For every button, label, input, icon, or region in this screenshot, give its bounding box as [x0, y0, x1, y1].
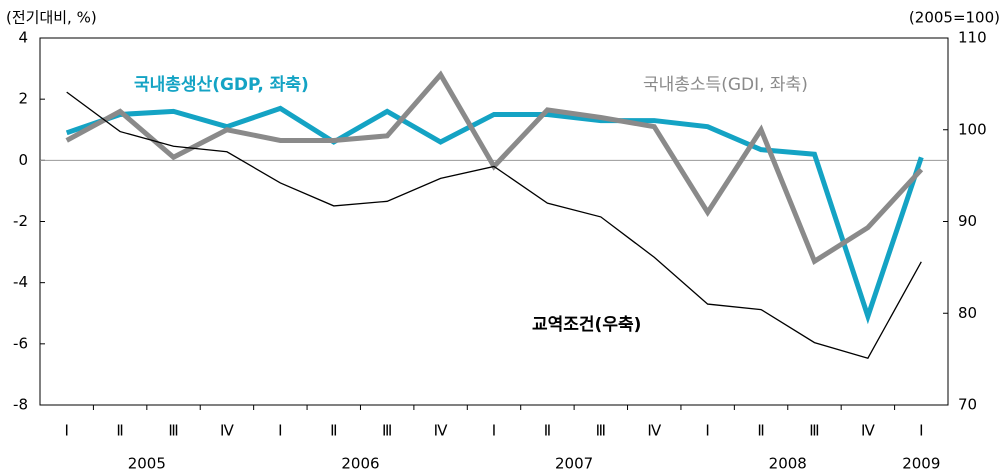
x-tick-label: Ⅱ: [544, 422, 551, 440]
y2-tick-label: 80: [958, 304, 977, 322]
x-tick-label: Ⅱ: [757, 422, 764, 440]
series-label: 국내총생산(GDP, 좌축): [134, 75, 309, 95]
x-tick-label: Ⅳ: [647, 422, 661, 440]
x-tick-label: Ⅳ: [220, 422, 234, 440]
y2-tick-label: 110: [958, 29, 987, 47]
x-tick-label: Ⅰ: [64, 422, 68, 440]
y-tick-label: -4: [13, 273, 28, 291]
series-label: 교역조건(우축): [532, 315, 641, 335]
x-tick-label: Ⅱ: [330, 422, 337, 440]
y-tick-label: -6: [13, 334, 28, 352]
y-tick-label: 4: [18, 29, 28, 47]
series-line: [65, 70, 924, 265]
y-tick-label: 2: [18, 90, 28, 108]
year-label: 2007: [555, 455, 593, 473]
y2-tick-label: 70: [958, 396, 977, 414]
y2-tick-label: 90: [958, 212, 977, 230]
x-tick-label: Ⅳ: [861, 422, 875, 440]
y-tick-label: 0: [18, 151, 28, 169]
x-tick-label: Ⅲ: [168, 422, 178, 440]
year-label: 2006: [341, 455, 379, 473]
y-tick-label: -2: [13, 212, 28, 230]
series-line: [65, 105, 924, 325]
series-label: 국내총소득(GDI, 좌축): [643, 75, 808, 95]
x-tick-label: Ⅲ: [382, 422, 392, 440]
year-label: 2009: [902, 455, 940, 473]
y-tick-label: -8: [13, 396, 28, 414]
left-unit: (전기대비, %): [6, 9, 97, 27]
y2-tick-label: 100: [958, 120, 987, 138]
year-label: 2008: [769, 455, 807, 473]
x-tick-label: Ⅰ: [278, 422, 282, 440]
series-line: [66, 91, 922, 359]
x-tick-label: Ⅰ: [705, 422, 709, 440]
right-unit: (2005=100): [909, 9, 1000, 27]
x-tick-label: Ⅲ: [809, 422, 819, 440]
x-tick-label: Ⅳ: [434, 422, 448, 440]
x-tick-label: Ⅰ: [492, 422, 496, 440]
x-tick-label: Ⅲ: [596, 422, 606, 440]
year-label: 2005: [128, 455, 166, 473]
x-tick-label: Ⅰ: [919, 422, 923, 440]
x-tick-label: Ⅱ: [116, 422, 123, 440]
